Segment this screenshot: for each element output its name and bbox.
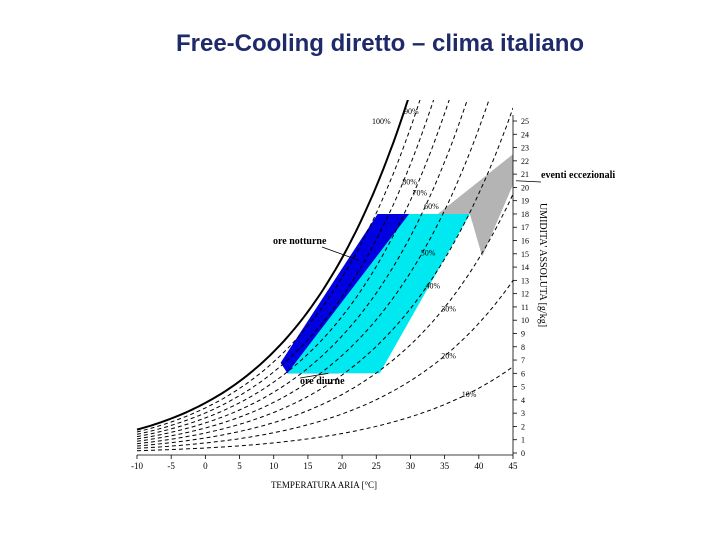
curve-labels: 100% 90% 80% 70% 60% 50% 40% 30% 20% 10% xyxy=(372,107,477,399)
region-eventi-eccezionali xyxy=(437,154,513,257)
y-tick-label: 3 xyxy=(521,409,525,418)
y-tick-label: 13 xyxy=(521,276,529,285)
rh-label-40: 40% xyxy=(425,281,440,290)
annotation-ore-diurne: ore diurne xyxy=(300,376,345,387)
y-tick-label: 16 xyxy=(521,237,529,246)
y-tick-label: 0 xyxy=(521,449,525,458)
axes: -10 -5 0 5 10 15 20 25 30 35 40 4501234567891011121… xyxy=(131,115,529,471)
x-axis-label: TEMPERATURA ARIA [°C] xyxy=(271,480,377,490)
rh-label-50: 50% xyxy=(421,249,436,258)
rh-curve-70 xyxy=(136,100,450,438)
annotation-leader xyxy=(321,246,360,261)
x-tick-label: 20 xyxy=(338,461,348,471)
y-tick-label: 15 xyxy=(521,250,529,259)
y-tick-label: 4 xyxy=(521,396,525,405)
rh-label-70: 70% xyxy=(413,189,428,198)
y-tick-label: 24 xyxy=(521,130,529,139)
y-tick-label: 14 xyxy=(521,263,529,272)
x-tick-label: 25 xyxy=(372,461,382,471)
y-tick-label: 11 xyxy=(521,303,529,312)
rh-label-90: 90% xyxy=(404,107,419,116)
y-tick-label: 7 xyxy=(521,356,525,365)
x-tick-label: 10 xyxy=(269,461,279,471)
rh-curve-60 xyxy=(136,100,468,440)
comfort-regions xyxy=(280,154,513,374)
y-tick-label: 21 xyxy=(521,170,529,179)
region-ore-diurne xyxy=(287,214,470,374)
rh-label-30: 30% xyxy=(441,305,456,314)
x-tick-label: -5 xyxy=(167,461,175,471)
rh-label-10: 10% xyxy=(462,390,477,399)
y-axis-label: UMIDITA' ASSOLUTA [g/kg] xyxy=(537,203,548,327)
x-tick-label: 15 xyxy=(303,461,313,471)
rh-curve-100 xyxy=(136,100,409,431)
rh-curve-80 xyxy=(136,100,435,435)
y-tick-label: 23 xyxy=(521,144,529,153)
rh-curve-50 xyxy=(136,100,490,442)
region-ore-notturne xyxy=(280,214,410,374)
y-tick-label: 17 xyxy=(521,223,529,232)
annotation-leader xyxy=(299,372,329,379)
y-tick-label: 20 xyxy=(521,183,529,192)
x-tick-label: -10 xyxy=(131,461,143,471)
rh-label-20: 20% xyxy=(441,352,456,361)
y-tick-label: 9 xyxy=(521,329,525,338)
page-title: Free-Cooling diretto – clima italiano xyxy=(175,30,585,57)
y-tick-label: 8 xyxy=(521,343,525,352)
x-tick-label: 5 xyxy=(237,461,242,471)
rh-curve-40 xyxy=(136,107,513,445)
y-tick-label: 6 xyxy=(521,369,525,378)
y-tick-label: 10 xyxy=(521,316,529,325)
annotation-eventi-eccezionali: eventi eccezionali xyxy=(541,170,615,181)
x-tick-label: 40 xyxy=(474,461,484,471)
annotation-ore-notturne: ore notturne xyxy=(273,236,327,247)
y-tick-label: 19 xyxy=(521,197,529,206)
rh-label-100: 100% xyxy=(372,117,391,126)
rh-curves xyxy=(136,100,513,452)
y-tick-label: 25 xyxy=(521,117,529,126)
y-tick-label: 22 xyxy=(521,157,529,166)
rh-label-80: 80% xyxy=(402,177,417,186)
rh-curve-90 xyxy=(136,100,421,433)
x-tick-label: 35 xyxy=(440,461,450,471)
rh-curve-30 xyxy=(136,193,513,447)
rh-curve-20 xyxy=(136,280,513,449)
y-tick-label: 5 xyxy=(521,383,525,392)
y-tick-label: 1 xyxy=(521,436,525,445)
y-tick-label: 2 xyxy=(521,422,525,431)
x-tick-label: 45 xyxy=(509,461,519,471)
y-tick-label: 18 xyxy=(521,210,529,219)
annotation-leader xyxy=(515,180,542,183)
rh-label-60: 60% xyxy=(424,202,439,211)
annotations: ore notturne ore diurne eventi eccezionali xyxy=(273,170,615,387)
x-tick-label: 30 xyxy=(406,461,416,471)
y-tick-label: 12 xyxy=(521,290,529,299)
x-tick-label: 0 xyxy=(203,461,208,471)
